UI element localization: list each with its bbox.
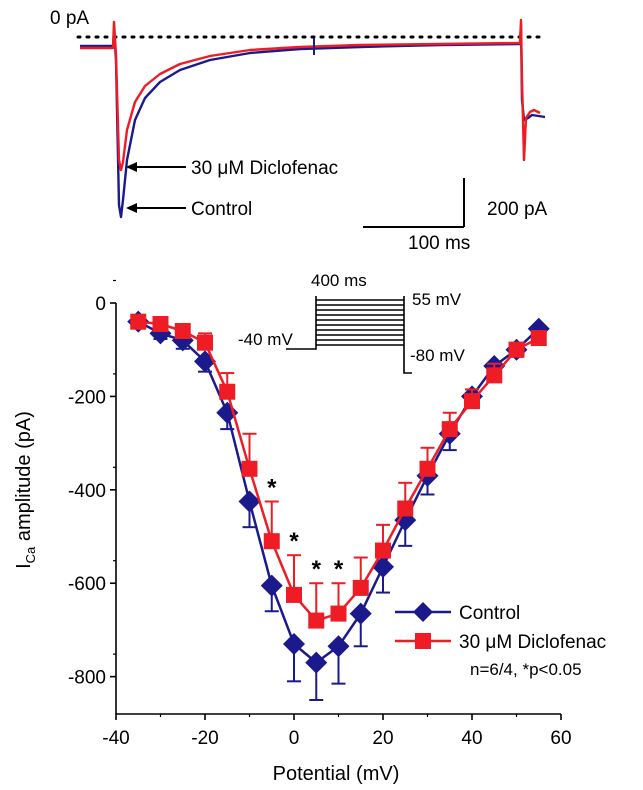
data-point-control bbox=[238, 490, 261, 513]
significance-star: * bbox=[312, 556, 322, 583]
data-point-diclofenac bbox=[197, 334, 213, 351]
scale-current-label: 200 pA bbox=[487, 199, 548, 220]
protocol-holding-line bbox=[286, 296, 412, 374]
y-axis: 0 -200 -400 -600 -800 bbox=[68, 279, 117, 714]
protocol-step-lines bbox=[316, 299, 404, 346]
y-tick-label: -400 bbox=[68, 481, 106, 502]
data-point-diclofenac bbox=[174, 323, 191, 340]
x-axis-label: Potential (mV) bbox=[273, 763, 400, 785]
protocol-top-label: 55 mV bbox=[412, 290, 462, 309]
data-point-diclofenac bbox=[397, 500, 414, 517]
x-tick-label: -20 bbox=[191, 728, 218, 749]
y-tick-label: -800 bbox=[68, 668, 106, 689]
arrow-control bbox=[126, 203, 186, 213]
y-axis-label: ICa amplitude (pA) bbox=[13, 411, 38, 569]
data-point-control bbox=[349, 602, 372, 625]
significance-star: * bbox=[334, 556, 344, 583]
data-point-diclofenac bbox=[241, 460, 258, 477]
voltage-protocol-inset: 400 ms 55 mV -40 mV -80 mV bbox=[238, 271, 465, 374]
data-point-control bbox=[372, 555, 394, 578]
data-point-diclofenac bbox=[130, 313, 147, 330]
x-axis: -40 -20 0 20 40 60 bbox=[102, 713, 572, 749]
data-point-diclofenac bbox=[286, 586, 302, 603]
significance-star: * bbox=[267, 474, 277, 501]
x-tick-label: -40 bbox=[102, 728, 129, 749]
arrow-label-diclofenac: 30 μM Diclofenac bbox=[191, 158, 338, 179]
stats-note: n=6/4, *p<0.05 bbox=[470, 660, 582, 679]
data-point-diclofenac bbox=[530, 330, 547, 347]
diclofenac-current-trace bbox=[80, 18, 541, 172]
data-point-diclofenac bbox=[263, 533, 280, 550]
control-current-trace bbox=[80, 23, 546, 219]
data-point-diclofenac bbox=[308, 612, 325, 629]
series-layer bbox=[127, 310, 550, 701]
protocol-return-label: -80 mV bbox=[410, 346, 465, 365]
data-point-diclofenac bbox=[330, 605, 347, 622]
scale-bar bbox=[363, 178, 465, 228]
significance-markers: * * * * bbox=[267, 474, 344, 583]
legend-diclofenac-label: 30 μM Diclofenac bbox=[459, 632, 606, 653]
data-point-diclofenac bbox=[152, 316, 169, 333]
data-point-diclofenac bbox=[352, 579, 369, 596]
y-tick-label: 0 bbox=[95, 294, 106, 315]
x-tick-label: 0 bbox=[289, 728, 300, 749]
legend: Control 30 μM Diclofenac n=6/4, *p<0.05 bbox=[395, 602, 606, 679]
data-point-diclofenac bbox=[219, 383, 236, 400]
data-point-control bbox=[260, 574, 283, 597]
protocol-duration-label: 400 ms bbox=[311, 271, 367, 290]
data-point-control bbox=[327, 635, 350, 658]
data-point-control bbox=[305, 651, 328, 674]
data-point-diclofenac bbox=[508, 341, 525, 358]
trace-panel: 0 pA 30 μM Diclofenac Control 200 pA 100… bbox=[50, 8, 548, 254]
data-point-control bbox=[283, 632, 305, 655]
data-point-diclofenac bbox=[464, 393, 480, 410]
data-point-diclofenac bbox=[419, 460, 436, 477]
x-tick-label: 20 bbox=[372, 728, 393, 749]
protocol-hold-label: -40 mV bbox=[238, 330, 293, 349]
x-tick-label: 60 bbox=[550, 728, 571, 749]
x-tick-label: 40 bbox=[461, 728, 482, 749]
significance-star: * bbox=[289, 528, 299, 555]
zero-current-label: 0 pA bbox=[50, 8, 89, 29]
arrow-diclofenac bbox=[126, 162, 186, 172]
data-point-diclofenac bbox=[441, 421, 458, 438]
y-tick-label: -200 bbox=[68, 387, 106, 408]
data-point-diclofenac bbox=[375, 542, 391, 559]
iv-chart: 0-200-400-600-800 -40 -20 0 20 40 60 Potentia… bbox=[13, 279, 606, 785]
legend-control: Control bbox=[395, 602, 520, 624]
data-point-diclofenac bbox=[486, 367, 503, 384]
arrow-label-control: Control bbox=[191, 199, 252, 220]
legend-diclofenac: 30 μM Diclofenac bbox=[395, 632, 606, 653]
series-diclofenac bbox=[130, 313, 547, 629]
scale-time-label: 100 ms bbox=[408, 233, 470, 254]
y-tick-label: -600 bbox=[68, 574, 106, 595]
legend-control-label: Control bbox=[459, 603, 520, 624]
